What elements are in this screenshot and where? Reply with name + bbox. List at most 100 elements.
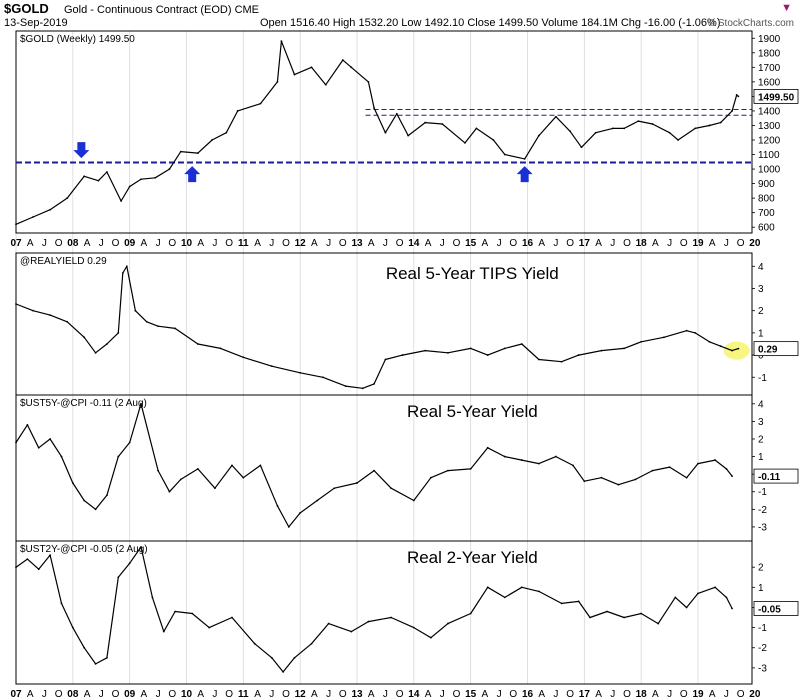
data-point: [66, 197, 69, 200]
x-tick-label: A: [425, 689, 432, 700]
y-tick-label: 1: [758, 452, 764, 463]
data-point: [361, 387, 364, 390]
data-point: [373, 383, 375, 385]
data-point: [577, 600, 580, 603]
data-point: [231, 464, 233, 467]
data-point: [168, 168, 171, 170]
x-tick-label: O: [623, 689, 631, 700]
x-tick-label: O: [396, 689, 404, 700]
x-tick-label: 07: [10, 689, 22, 700]
y-tick-label: 900: [758, 179, 775, 190]
data-point: [572, 464, 574, 467]
data-point: [168, 490, 171, 493]
data-point: [350, 630, 353, 633]
x-tick-label: 11: [238, 689, 249, 700]
y-tick-label: 3: [758, 417, 764, 428]
data-point: [49, 314, 52, 317]
data-point: [708, 340, 711, 343]
data-point: [15, 566, 17, 569]
data-point: [390, 487, 393, 490]
x-tick-label: J: [212, 238, 217, 249]
x-tick-label: A: [482, 238, 489, 249]
data-point: [125, 265, 128, 268]
data-point: [583, 480, 586, 483]
x-tick-label: A: [652, 238, 659, 249]
x-tick-label: O: [339, 238, 347, 249]
series-line: [15, 546, 733, 673]
data-point: [259, 464, 262, 467]
x-tick-label: 20: [749, 238, 761, 249]
data-point: [407, 134, 410, 137]
y-tick-label: 1800: [758, 48, 781, 59]
x-tick-label: J: [553, 238, 558, 249]
data-point: [310, 642, 313, 645]
data-point: [725, 467, 728, 470]
chart-date: 13-Sep-2019: [4, 17, 68, 29]
x-tick-label: J: [326, 238, 331, 249]
data-point: [162, 630, 165, 633]
data-point: [83, 499, 86, 502]
y-tick-label: -1: [758, 487, 767, 498]
data-point: [537, 590, 540, 593]
data-point: [640, 612, 643, 615]
symbol-title: $GOLD: [4, 1, 49, 16]
x-tick-label: A: [254, 689, 261, 700]
x-tick-label: 08: [67, 238, 79, 249]
data-point: [282, 671, 285, 673]
x-tick-label: O: [623, 238, 631, 249]
data-point: [128, 185, 131, 188]
data-point: [520, 459, 523, 461]
data-point: [373, 469, 375, 472]
x-tick-label: 12: [295, 238, 307, 249]
data-point: [611, 127, 614, 130]
data-point: [486, 446, 489, 449]
data-point: [367, 80, 370, 83]
data-point: [685, 606, 688, 609]
data-point: [259, 102, 262, 105]
x-tick-label: J: [553, 689, 558, 700]
data-point: [134, 309, 137, 312]
data-point: [677, 139, 680, 141]
data-point: [276, 504, 279, 507]
data-point: [520, 586, 523, 589]
data-point: [486, 354, 489, 356]
x-tick-label: O: [168, 689, 176, 700]
symbol-description: Gold - Continuous Contract (EOD) CME: [64, 4, 260, 16]
arrow-down-icon: [73, 142, 90, 159]
data-point: [94, 508, 97, 511]
x-tick-label: O: [737, 689, 745, 700]
data-point: [735, 94, 738, 96]
data-point: [600, 349, 603, 352]
data-point: [685, 329, 688, 332]
data-point: [555, 115, 557, 118]
x-tick-label: J: [99, 238, 104, 249]
data-point: [731, 607, 734, 610]
data-point: [140, 546, 142, 548]
data-point: [316, 499, 319, 502]
x-tick-label: A: [27, 689, 34, 700]
data-point: [429, 636, 432, 639]
last-value-box: [753, 341, 799, 357]
x-tick-label: 10: [181, 238, 193, 249]
panel-frame: [15, 540, 753, 685]
data-point: [697, 462, 699, 465]
data-point: [179, 150, 182, 153]
data-point: [469, 347, 472, 350]
caret-down-icon[interactable]: ▼: [781, 2, 792, 14]
data-point: [623, 347, 626, 350]
last-value-label: 0.29: [758, 345, 778, 356]
x-tick-label: J: [42, 689, 47, 700]
y-tick-label: 1100: [758, 150, 780, 161]
data-point: [390, 616, 393, 619]
x-tick-label: A: [197, 238, 204, 249]
last-value-label: 1499.50: [758, 92, 795, 103]
arrow-up-icon: [184, 166, 201, 183]
y-tick-label: 1: [758, 583, 764, 594]
data-point: [503, 347, 506, 350]
data-point: [569, 130, 572, 133]
data-point: [424, 349, 427, 352]
data-point: [356, 482, 358, 484]
data-point: [634, 478, 637, 481]
panel-title: Real 5-Year Yield: [407, 402, 538, 421]
